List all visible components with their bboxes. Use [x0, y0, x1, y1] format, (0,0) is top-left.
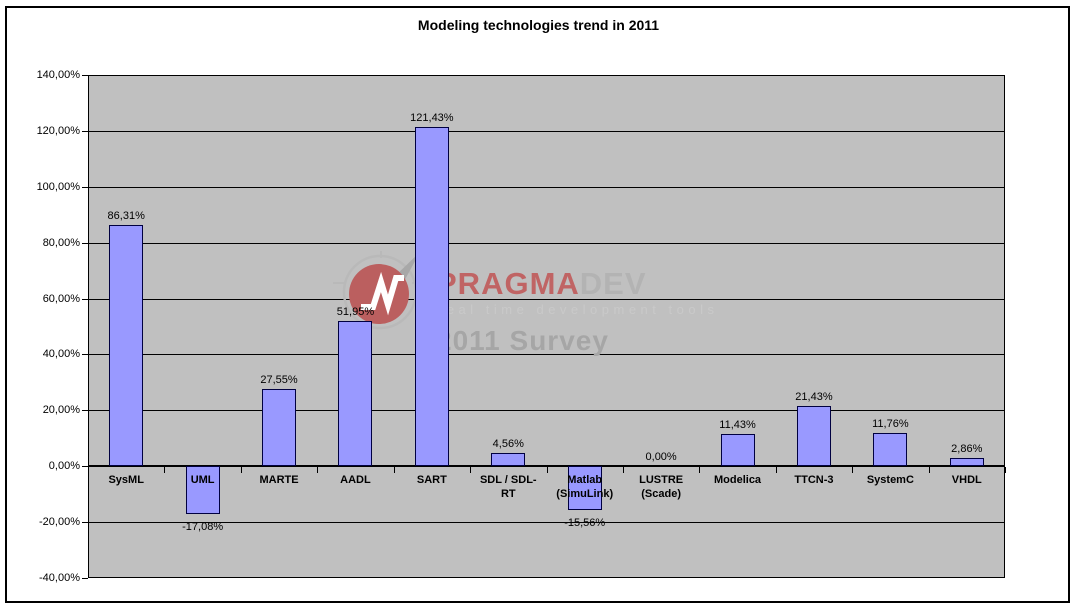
y-axis-tick-label: 20,00%	[42, 404, 80, 417]
bar	[873, 433, 908, 467]
category-label: Modelica	[713, 474, 762, 487]
x-axis-tick	[317, 467, 319, 474]
category-label: LUSTRE (Scade)	[639, 474, 684, 501]
bar	[185, 466, 220, 514]
y-axis-tick-label: -40,00%	[39, 572, 80, 584]
bar	[338, 321, 373, 467]
bar-value-label: 27,55%	[260, 374, 298, 387]
category-label: UML	[190, 474, 215, 487]
x-axis-line	[88, 465, 1005, 468]
x-axis-tick	[699, 467, 701, 474]
y-axis-tick-label: 60,00%	[42, 292, 80, 305]
gridline	[88, 410, 1005, 412]
y-axis-tick	[82, 466, 88, 468]
bar-value-label: 11,76%	[872, 418, 909, 431]
y-axis-tick	[82, 410, 88, 412]
y-axis-tick-label: 40,00%	[42, 348, 80, 361]
category-label: AADL	[340, 474, 371, 487]
bar	[491, 453, 526, 467]
category-label: TTCN-3	[794, 474, 834, 487]
bar-value-label: -17,08%	[182, 520, 224, 533]
chart-title: Modeling technologies trend in 2011	[417, 17, 660, 33]
category-label: Matlab (SimuLink)	[556, 474, 614, 501]
gridline	[88, 298, 1005, 300]
x-axis-tick	[928, 467, 930, 474]
x-axis-tick	[775, 467, 777, 474]
bar	[796, 406, 831, 467]
y-axis-tick	[82, 75, 88, 76]
bar	[414, 126, 449, 467]
bar	[567, 466, 602, 510]
gridline	[88, 242, 1005, 244]
gridline	[88, 130, 1005, 132]
y-axis-tick	[82, 130, 88, 132]
y-axis-tick-label: -20,00%	[39, 516, 80, 529]
x-axis-tick	[240, 467, 242, 474]
plot-area	[88, 75, 1005, 578]
x-axis-tick	[1005, 467, 1006, 474]
y-axis-tick	[82, 578, 88, 579]
y-axis-tick	[82, 298, 88, 300]
y-axis-tick	[82, 522, 88, 524]
y-axis-tick-label: 80,00%	[42, 236, 80, 249]
x-axis-tick	[852, 467, 854, 474]
category-label: SystemC	[866, 474, 914, 487]
bar-value-label: 2,86%	[951, 443, 983, 456]
bar-value-label: 86,31%	[107, 210, 145, 223]
category-label: SysML	[108, 474, 144, 487]
gridline	[88, 354, 1005, 356]
bar-value-label: -15,56%	[564, 516, 606, 529]
bar	[109, 225, 144, 467]
bar-value-label: 4,56%	[492, 438, 524, 451]
bar-value-label: 51,95%	[336, 306, 375, 319]
y-axis-tick-label: 140,00%	[36, 69, 80, 81]
y-axis-tick-label: 0,00%	[48, 460, 80, 473]
category-label: SDL / SDL- RT	[479, 474, 537, 501]
bar	[262, 389, 297, 467]
bar-value-label: 11,43%	[719, 419, 756, 432]
y-axis-tick	[82, 186, 88, 188]
x-axis-tick	[88, 467, 89, 474]
y-axis-tick	[82, 354, 88, 356]
bar	[949, 458, 984, 467]
x-axis-tick	[164, 467, 166, 474]
category-label: VHDL	[951, 474, 982, 487]
x-axis-tick	[622, 467, 624, 474]
category-label: SART	[416, 474, 447, 487]
x-axis-tick	[393, 467, 395, 474]
bar-value-label: 21,43%	[795, 391, 833, 404]
y-axis-tick	[82, 242, 88, 244]
x-axis-tick	[546, 467, 548, 474]
y-axis-tick-label: 120,00%	[36, 124, 80, 137]
bar-value-label: 121,43%	[410, 111, 454, 124]
bar-value-label: 0,00%	[645, 451, 677, 464]
gridline	[88, 522, 1005, 524]
x-axis-tick	[470, 467, 472, 474]
y-axis-tick-label: 100,00%	[36, 180, 80, 193]
bar	[720, 434, 755, 467]
category-label: MARTE	[259, 474, 299, 487]
gridline	[88, 186, 1005, 188]
